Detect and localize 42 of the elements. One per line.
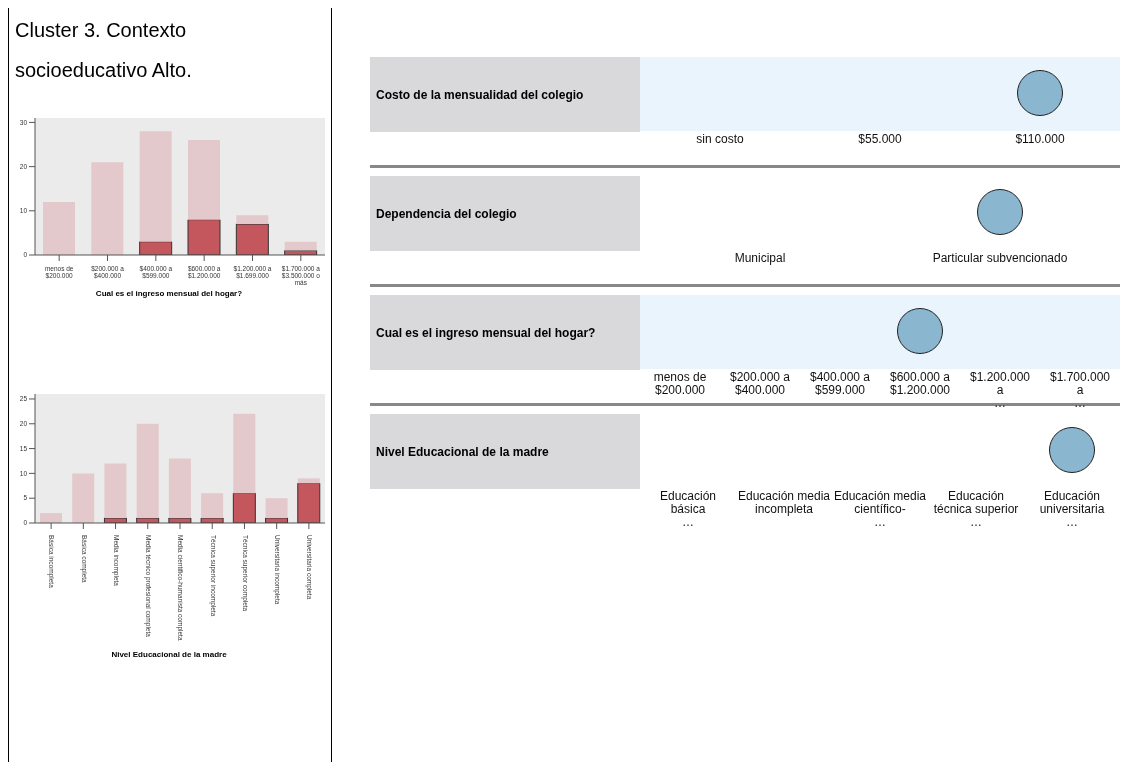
bar (188, 140, 220, 220)
category-label: $1.200.000 a … (968, 370, 1032, 410)
bar (297, 478, 320, 484)
text: Cual es el ingreso mensual del hogar? (370, 295, 640, 370)
category-label: Educación universitaria … (1038, 489, 1106, 529)
category-label: $600.000 a $1.200.000 (888, 370, 952, 397)
category-label: $55.000 (857, 132, 903, 146)
bar (235, 223, 269, 255)
category-label: $400.000 a $599.000 (808, 370, 872, 397)
bar (284, 241, 317, 251)
bar (232, 492, 256, 523)
bar (187, 219, 221, 255)
text: Nivel Educacional de la madre (370, 414, 640, 489)
bar (236, 215, 269, 225)
category-label: Particular subvencionado (931, 251, 1069, 265)
category-label: menos de $200.000 (652, 370, 708, 397)
category-label: Educación técnica superior … (933, 489, 1019, 529)
bar (104, 463, 127, 519)
category-label: sin costo (695, 132, 745, 146)
bar (297, 482, 321, 523)
bar (139, 131, 172, 242)
category-label: Educación media científico- … (833, 489, 927, 529)
bar (40, 513, 62, 523)
category-label: $200.000 a $400.000 (728, 370, 792, 397)
bar (265, 498, 288, 519)
bar (136, 423, 159, 519)
category-label: Municipal (733, 251, 787, 265)
category-label: $1.700.000 a … (1048, 370, 1112, 410)
bar (201, 493, 224, 519)
bar (233, 413, 256, 494)
x-axis-title: Nivel Educacional de la madre (110, 650, 228, 659)
bar (72, 473, 95, 523)
bar (168, 458, 191, 519)
text: Dependencia del colegio (370, 176, 640, 251)
bar (43, 201, 75, 255)
category-label: $110.000 (1014, 132, 1066, 146)
category-label: Educación básica … (659, 489, 717, 529)
category-label: Educación media incompleta (737, 489, 831, 516)
x-axis-title: Cual es el ingreso mensual del hogar? (94, 289, 244, 298)
bar (91, 162, 124, 255)
text: Costo de la mensualidad del colegio (370, 57, 640, 132)
text: Cluster 3. Contexto socioeducativo Alto. (14, 18, 193, 83)
